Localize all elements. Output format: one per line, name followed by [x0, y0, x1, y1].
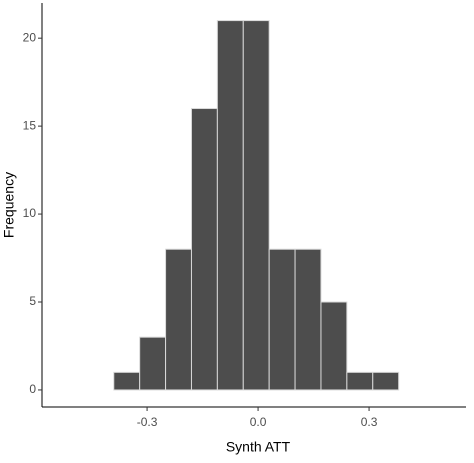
y-tick-label: 5	[29, 294, 36, 308]
bar	[139, 336, 167, 391]
bar	[165, 248, 192, 391]
bar	[190, 108, 218, 391]
x-tick-label: 0.0	[250, 415, 267, 429]
bar	[216, 20, 244, 391]
bar	[346, 371, 374, 391]
bar	[320, 301, 348, 391]
x-tick-label: -0.3	[137, 415, 158, 429]
bar	[113, 371, 141, 391]
bar	[372, 371, 400, 391]
bar	[242, 20, 270, 391]
y-tick-label: 0	[29, 382, 36, 396]
x-tick-label: 0.3	[361, 415, 378, 429]
bar	[294, 248, 322, 391]
y-tick-label: 10	[23, 206, 37, 220]
x-axis-title: Synth ATT	[226, 439, 291, 455]
bar	[268, 248, 296, 391]
y-axis-title: Frequency	[1, 172, 17, 238]
y-tick-label: 20	[23, 30, 37, 44]
y-tick-label: 15	[23, 118, 37, 132]
